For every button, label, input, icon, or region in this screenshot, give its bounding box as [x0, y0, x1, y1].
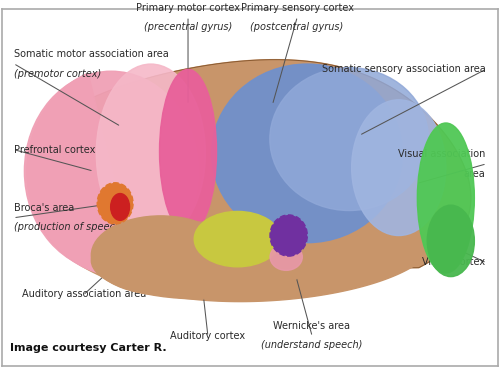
Ellipse shape: [92, 222, 310, 299]
Text: Image courtesy Carter R.: Image courtesy Carter R.: [10, 343, 166, 353]
Text: area: area: [464, 169, 485, 179]
Text: Primary motor cortex: Primary motor cortex: [136, 3, 240, 13]
Ellipse shape: [160, 70, 216, 234]
Text: Visual cortex: Visual cortex: [422, 257, 486, 267]
Ellipse shape: [212, 64, 402, 243]
Text: Visual association: Visual association: [398, 149, 486, 159]
Ellipse shape: [418, 123, 474, 273]
Text: Wernicke's area: Wernicke's area: [274, 321, 350, 331]
Ellipse shape: [24, 71, 198, 271]
Ellipse shape: [92, 216, 230, 294]
Text: Auditory cortex: Auditory cortex: [170, 330, 246, 340]
Ellipse shape: [428, 205, 474, 277]
Text: (postcentral gyrus): (postcentral gyrus): [250, 22, 344, 32]
Polygon shape: [41, 145, 424, 302]
Polygon shape: [29, 60, 471, 268]
Ellipse shape: [270, 68, 428, 210]
Text: (production of speech): (production of speech): [14, 222, 125, 232]
Text: Somatic sensory association area: Somatic sensory association area: [322, 64, 486, 74]
Ellipse shape: [352, 100, 446, 236]
Text: Prefrontal cortex: Prefrontal cortex: [14, 145, 96, 155]
Ellipse shape: [98, 183, 133, 224]
Text: (premotor cortex): (premotor cortex): [14, 69, 102, 79]
Text: Auditory association area: Auditory association area: [22, 290, 146, 300]
Ellipse shape: [110, 194, 130, 220]
Ellipse shape: [270, 244, 302, 270]
Text: Somatic motor association area: Somatic motor association area: [14, 49, 169, 59]
Ellipse shape: [96, 64, 206, 243]
Text: Primary sensory cortex: Primary sensory cortex: [240, 3, 354, 13]
Polygon shape: [27, 73, 138, 277]
Text: Broca's area: Broca's area: [14, 203, 74, 213]
Text: (precentral gyrus): (precentral gyrus): [144, 22, 232, 32]
Text: (understand speech): (understand speech): [262, 340, 362, 350]
Ellipse shape: [194, 211, 281, 267]
Ellipse shape: [270, 215, 308, 256]
